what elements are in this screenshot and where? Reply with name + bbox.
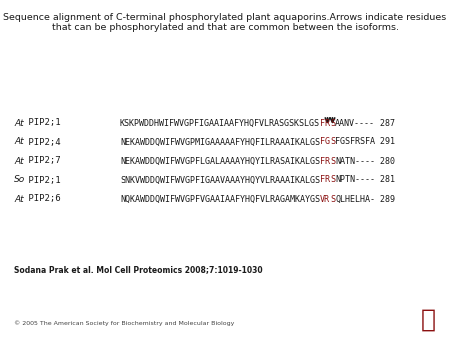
- Text: At: At: [14, 119, 23, 127]
- Text: At: At: [14, 138, 23, 146]
- Text: FGSFRSFA: FGSFRSFA: [335, 138, 375, 146]
- Text: FR: FR: [320, 175, 330, 185]
- Text: © 2005 The American Society for Biochemistry and Molecular Biology: © 2005 The American Society for Biochemi…: [14, 320, 234, 326]
- Text: QLHELHA-: QLHELHA-: [335, 194, 375, 203]
- Text: FR: FR: [320, 156, 330, 166]
- Text: At: At: [14, 194, 23, 203]
- Text: PIP2;4: PIP2;4: [23, 138, 61, 146]
- Text: NEKAWDDQWIFWVGPMIGAAAAAFYHQFILRAAAIKALGS: NEKAWDDQWIFWVGPMIGAAAAAFYHQFILRAAAIKALGS: [120, 138, 320, 146]
- Text: that can be phosphorylated and that are common between the isoforms.: that can be phosphorylated and that are …: [51, 23, 399, 32]
- Text: 281: 281: [375, 175, 395, 185]
- Text: PIP2;7: PIP2;7: [23, 156, 61, 166]
- Text: NATN----: NATN----: [335, 156, 375, 166]
- Text: 280: 280: [375, 156, 395, 166]
- Text: NQKAWDDQWIFWVGPFVGAAIAAFYHQFVLRAGAMKAYGS: NQKAWDDQWIFWVGPFVGAAIAAFYHQFVLRAGAMKAYGS: [120, 194, 320, 203]
- Text: NPTN----: NPTN----: [335, 175, 375, 185]
- Text: AANV----: AANV----: [335, 119, 375, 127]
- Text: PIP2;6: PIP2;6: [23, 194, 61, 203]
- Text: S: S: [330, 138, 335, 146]
- Text: 291: 291: [375, 138, 395, 146]
- Text: S: S: [330, 194, 335, 203]
- Text: S: S: [330, 156, 335, 166]
- Text: VR: VR: [320, 194, 330, 203]
- Text: So: So: [14, 175, 25, 185]
- Text: FR: FR: [320, 119, 330, 127]
- Text: KSKPWDDHWIFWVGPFIGAAIAAFYHQFVLRASGSKSLGS: KSKPWDDHWIFWVGPFIGAAIAAFYHQFVLRASGSKSLGS: [120, 119, 320, 127]
- Text: 287: 287: [375, 119, 395, 127]
- Text: S: S: [330, 119, 335, 127]
- Text: S: S: [330, 175, 335, 185]
- Text: 289: 289: [375, 194, 395, 203]
- Text: At: At: [14, 156, 23, 166]
- Text: FG: FG: [320, 138, 330, 146]
- Text: PIP2;1: PIP2;1: [23, 119, 61, 127]
- Text: Sodana Prak et al. Mol Cell Proteomics 2008;7:1019-1030: Sodana Prak et al. Mol Cell Proteomics 2…: [14, 266, 263, 274]
- Text: SNKVWDDQWIFWVGPFIGAAVAAAYHQYVLRAAAIKALGS: SNKVWDDQWIFWVGPFIGAAVAAAYHQYVLRAAAIKALGS: [120, 175, 320, 185]
- Text: Ⓜ: Ⓜ: [420, 308, 436, 332]
- Text: NEKAWDDQWIFWVGPFLGALAAAAYHQYILRASAIKALGS: NEKAWDDQWIFWVGPFLGALAAAAYHQYILRASAIKALGS: [120, 156, 320, 166]
- Text: PIP2;1: PIP2;1: [23, 175, 61, 185]
- Text: Sequence alignment of C-terminal phosphorylated plant aquaporins.Arrows indicate: Sequence alignment of C-terminal phospho…: [4, 13, 446, 22]
